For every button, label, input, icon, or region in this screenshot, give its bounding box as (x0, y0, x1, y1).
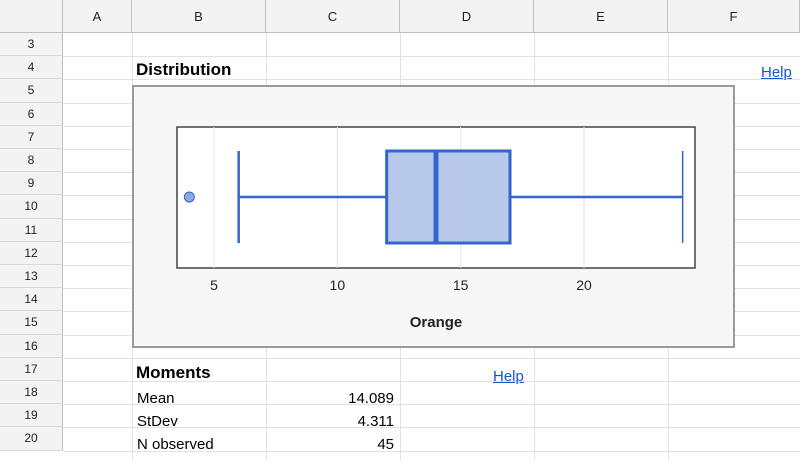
moment-value-mean: 14.089 (348, 390, 394, 407)
row-gridline (63, 404, 800, 406)
row-header-18[interactable]: 18 (0, 381, 63, 405)
row-header-4[interactable]: 4 (0, 56, 63, 80)
row-header-14[interactable]: 14 (0, 288, 63, 312)
row-gridline (63, 381, 800, 382)
distribution-title: Distribution (136, 60, 232, 79)
select-all-corner[interactable] (0, 0, 63, 33)
moment-label-mean: Mean (137, 390, 175, 407)
row-header-13[interactable]: 13 (0, 265, 63, 289)
x-tick-label: 20 (576, 277, 592, 293)
row-header-7[interactable]: 7 (0, 125, 63, 149)
outlier-point (183, 191, 195, 203)
column-header-a[interactable]: A (63, 0, 132, 33)
row-header-5[interactable]: 5 (0, 79, 63, 103)
row-header-10[interactable]: 10 (0, 195, 63, 219)
column-header-d[interactable]: D (400, 0, 534, 33)
row-header-6[interactable]: 6 (0, 102, 63, 126)
moment-value-stdev: 4.311 (357, 413, 394, 430)
column-header-b[interactable]: B (132, 0, 266, 33)
row-header-20[interactable]: 20 (0, 427, 63, 451)
row-gridline (63, 427, 800, 429)
column-header-f[interactable]: F (668, 0, 800, 33)
distribution-help-link[interactable]: Help (761, 64, 792, 81)
row-gridline (63, 79, 800, 81)
row-header-17[interactable]: 17 (0, 357, 63, 381)
moments-title: Moments (136, 363, 211, 382)
boxplot-svg: 5 10 15 20 Orange (176, 126, 696, 331)
row-gridline (63, 357, 800, 359)
x-tick-label: 15 (453, 277, 469, 293)
row-header-9[interactable]: 9 (0, 172, 63, 196)
column-header-c[interactable]: C (266, 0, 400, 33)
row-gridline (63, 56, 800, 58)
row-header-12[interactable]: 12 (0, 241, 63, 265)
row-header-3[interactable]: 3 (0, 33, 63, 57)
row-header-8[interactable]: 8 (0, 149, 63, 173)
column-header-e[interactable]: E (534, 0, 668, 33)
x-axis-label: Orange (410, 314, 463, 331)
row-header-19[interactable]: 19 (0, 404, 63, 428)
row-header-15[interactable]: 15 (0, 311, 63, 335)
moment-label-stdev: StDev (137, 413, 178, 430)
x-tick-label: 10 (330, 277, 346, 293)
x-tick-label: 5 (210, 277, 218, 293)
row-header-11[interactable]: 11 (0, 218, 63, 242)
row-header-16[interactable]: 16 (0, 334, 63, 358)
moment-value-n-observed: 45 (377, 436, 394, 453)
distribution-chart: 5 10 15 20 Orange (132, 85, 735, 348)
moment-label-n-observed: N observed (137, 436, 214, 453)
row-gridline (63, 450, 800, 452)
moments-help-link[interactable]: Help (493, 368, 524, 385)
iqr-box (385, 149, 512, 245)
